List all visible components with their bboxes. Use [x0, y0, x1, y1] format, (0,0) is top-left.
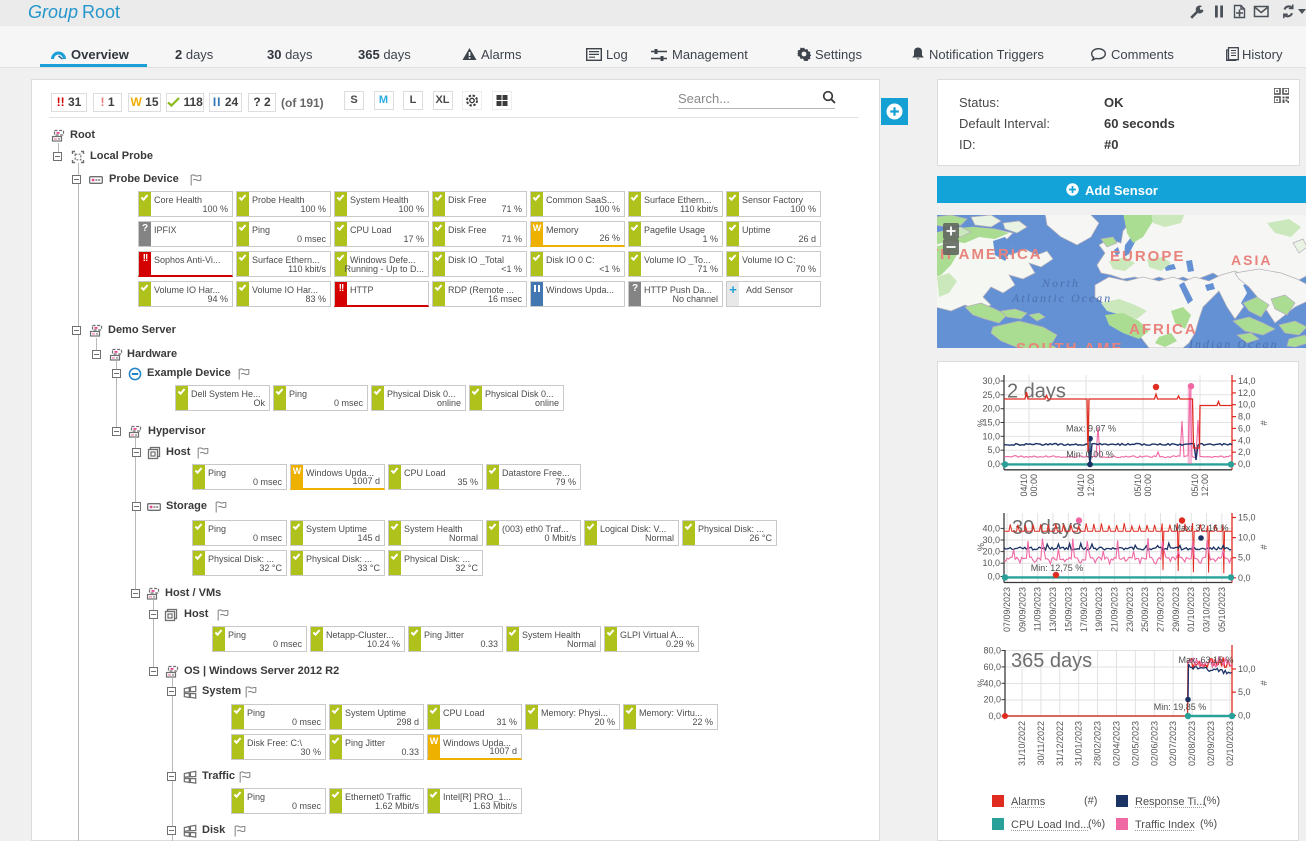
svg-text:80,0: 80,0 — [983, 646, 1001, 656]
svg-text:30,0: 30,0 — [982, 376, 1000, 386]
svg-text:8,0: 8,0 — [1238, 412, 1251, 422]
svg-text:Max: 9,07 %: Max: 9,07 % — [1066, 424, 1116, 434]
svg-text:4,0: 4,0 — [1238, 435, 1251, 445]
svg-text:02/06/2023: 02/06/2023 — [1149, 721, 1159, 766]
svg-text:04/10: 04/10 — [1019, 474, 1029, 497]
svg-text:12:00: 12:00 — [1086, 474, 1096, 497]
svg-text:10,0: 10,0 — [982, 558, 1000, 568]
svg-text:%: % — [976, 419, 986, 427]
svg-text:01/10/2023: 01/10/2023 — [1186, 587, 1196, 632]
svg-text:TH AMERICA: TH AMERICA — [937, 246, 1043, 263]
svg-text:20,0: 20,0 — [982, 404, 1000, 414]
svg-text:15,0: 15,0 — [1238, 513, 1256, 523]
svg-text:5,0: 5,0 — [1238, 687, 1251, 697]
svg-text:North: North — [1041, 276, 1080, 290]
svg-text:12,0: 12,0 — [1238, 388, 1256, 398]
svg-text:5,0: 5,0 — [1238, 553, 1251, 563]
svg-text:10,0: 10,0 — [982, 431, 1000, 441]
svg-text:Atlantic Ocean: Atlantic Ocean — [1011, 291, 1112, 305]
svg-text:0,0: 0,0 — [1238, 573, 1251, 583]
svg-text:11/09/2023: 11/09/2023 — [1033, 587, 1043, 631]
svg-text:2,0: 2,0 — [1238, 447, 1251, 457]
svg-text:%: % — [976, 543, 986, 551]
svg-text:23/09/2023: 23/09/2023 — [1125, 587, 1135, 632]
svg-text:04/10: 04/10 — [1076, 474, 1086, 497]
svg-text:10,0: 10,0 — [1238, 533, 1256, 543]
svg-text:0,0: 0,0 — [988, 711, 1001, 721]
svg-text:00:00: 00:00 — [1143, 474, 1153, 497]
svg-text:05/10/2023: 05/10/2023 — [1217, 587, 1227, 632]
svg-text:31/12/2022: 31/12/2022 — [1055, 721, 1065, 766]
svg-text:%: % — [976, 679, 986, 687]
svg-text:365 days: 365 days — [1011, 650, 1092, 672]
svg-text:25,0: 25,0 — [982, 390, 1000, 400]
svg-text:#: # — [1259, 420, 1269, 425]
svg-text:20,0: 20,0 — [982, 547, 1000, 557]
svg-text:02/08/2023: 02/08/2023 — [1187, 721, 1197, 766]
svg-text:5,0: 5,0 — [987, 445, 1000, 455]
svg-text:0,0: 0,0 — [1238, 459, 1251, 469]
svg-text:40,0: 40,0 — [983, 678, 1001, 688]
svg-text:#: # — [1259, 680, 1269, 685]
svg-text:13/09/2023: 13/09/2023 — [1048, 587, 1058, 632]
svg-text:0,0: 0,0 — [987, 459, 1000, 469]
svg-text:0,0: 0,0 — [1238, 710, 1251, 720]
svg-text:AFRICA: AFRICA — [1129, 321, 1198, 338]
svg-text:Min: 0,00 %: Min: 0,00 % — [1066, 449, 1114, 459]
svg-text:30,0: 30,0 — [982, 535, 1000, 545]
svg-text:05/10: 05/10 — [1190, 474, 1200, 497]
svg-text:Max: 63,15 %: Max: 63,15 % — [1178, 655, 1233, 665]
svg-text:Min: 19,85 %: Min: 19,85 % — [1154, 702, 1207, 712]
svg-text:31/10/2022: 31/10/2022 — [1017, 721, 1027, 766]
svg-text:30/11/2022: 30/11/2022 — [1036, 721, 1046, 765]
svg-text:2 days: 2 days — [1007, 381, 1066, 403]
svg-text:#: # — [1259, 544, 1269, 549]
svg-text:14,0: 14,0 — [1238, 376, 1256, 386]
svg-text:40,0: 40,0 — [982, 523, 1000, 533]
svg-text:SOUTH AME: SOUTH AME — [1016, 340, 1123, 348]
svg-text:02/04/2023: 02/04/2023 — [1112, 721, 1122, 766]
svg-text:29/09/2023: 29/09/2023 — [1171, 587, 1181, 632]
svg-text:0,0: 0,0 — [987, 572, 1000, 582]
svg-text:10,0: 10,0 — [1238, 664, 1256, 674]
svg-text:17/09/2023: 17/09/2023 — [1079, 587, 1089, 632]
svg-text:00:00: 00:00 — [1029, 474, 1039, 497]
svg-text:09/09/2023: 09/09/2023 — [1017, 587, 1027, 632]
svg-text:27/09/2023: 27/09/2023 — [1156, 587, 1166, 632]
svg-text:02/09/2023: 02/09/2023 — [1206, 721, 1216, 766]
svg-text:30 days: 30 days — [1012, 517, 1082, 539]
svg-text:10,0: 10,0 — [1238, 400, 1256, 410]
svg-text:02/10/2023: 02/10/2023 — [1225, 721, 1235, 766]
svg-text:05/10: 05/10 — [1133, 474, 1143, 497]
svg-text:02/07/2023: 02/07/2023 — [1168, 721, 1178, 766]
svg-text:Min: 12,75 %: Min: 12,75 % — [1031, 563, 1084, 573]
svg-text:15,0: 15,0 — [982, 418, 1000, 428]
svg-text:6,0: 6,0 — [1238, 423, 1251, 433]
svg-text:28/02/2023: 28/02/2023 — [1093, 721, 1103, 766]
svg-text:Max: 32,16 %: Max: 32,16 % — [1173, 523, 1228, 533]
svg-text:03/10/2023: 03/10/2023 — [1202, 587, 1212, 632]
svg-text:15/09/2023: 15/09/2023 — [1063, 587, 1073, 632]
svg-text:31/01/2023: 31/01/2023 — [1074, 721, 1084, 766]
svg-text:02/05/2023: 02/05/2023 — [1130, 721, 1140, 766]
svg-text:ASIA: ASIA — [1231, 252, 1272, 268]
svg-text:07/09/2023: 07/09/2023 — [1002, 587, 1012, 632]
svg-text:12:00: 12:00 — [1200, 474, 1210, 497]
svg-text:Indian Ocean: Indian Ocean — [1188, 337, 1279, 348]
svg-text:19/09/2023: 19/09/2023 — [1094, 587, 1104, 632]
svg-text:25/09/2023: 25/09/2023 — [1140, 587, 1150, 632]
svg-text:60,0: 60,0 — [983, 662, 1001, 672]
svg-text:EUROPE: EUROPE — [1110, 248, 1185, 265]
svg-text:21/09/2023: 21/09/2023 — [1109, 587, 1119, 632]
svg-text:20,0: 20,0 — [983, 695, 1001, 705]
